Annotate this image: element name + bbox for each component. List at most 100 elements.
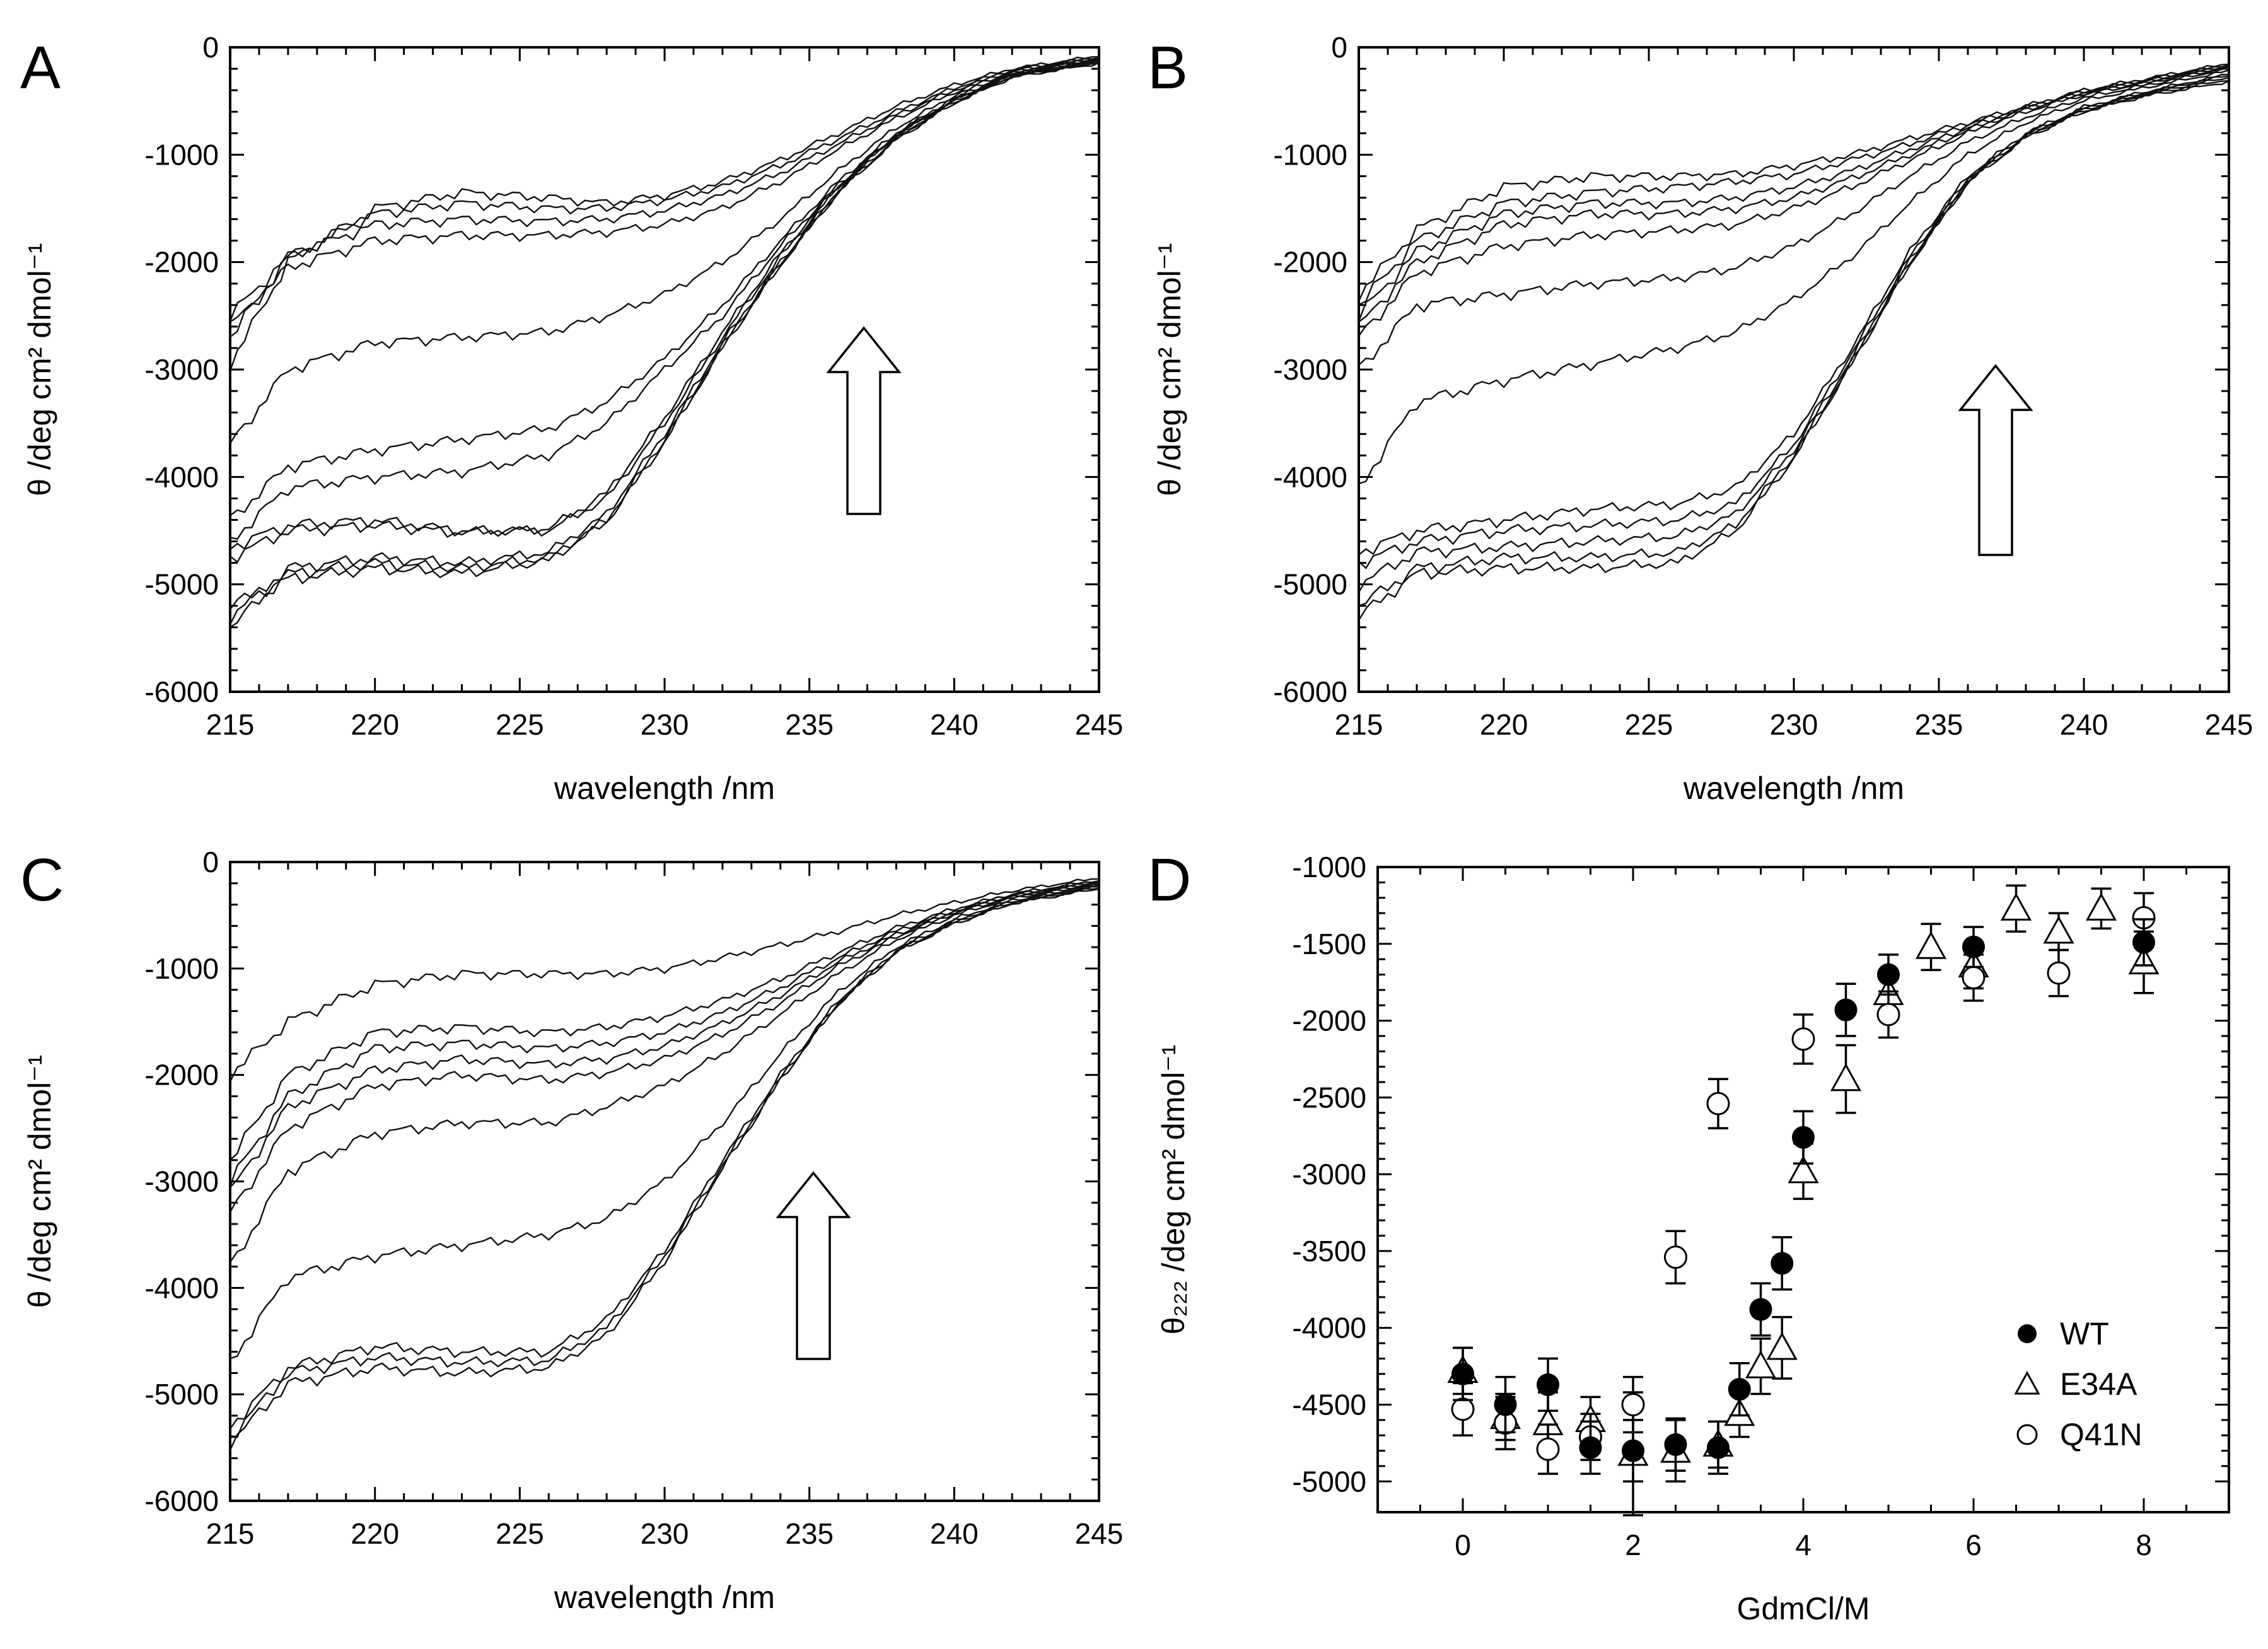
q41n-point [1876,1003,1900,1027]
wt-point [1962,935,1985,959]
q41n-point [2047,961,2071,985]
e34a-point [2043,916,2074,944]
spectrum-line [1358,69,2230,485]
x-tick-label: 2 [1625,1529,1641,1561]
y-tick-label: -6000 [144,675,219,708]
legend-label: Q41N [2060,1417,2143,1452]
x-tick-label: 215 [206,1517,255,1550]
x-tick-label: 225 [496,1517,544,1550]
x-tick-label: 240 [2060,708,2108,741]
panel-letter: A [20,34,61,102]
y-tick-label: -2500 [1292,1081,1366,1114]
spectrum-line [230,58,1100,323]
x-axis-label: wavelength /nm [554,771,775,806]
spectrum-line [230,880,1100,1161]
legend-marker-wt [2018,1324,2037,1343]
y-tick-label: -4500 [1292,1389,1366,1421]
y-tick-label: -4000 [144,1271,219,1304]
q41n-point [1451,1397,1475,1421]
y-tick-label: -6000 [1273,675,1347,708]
panel-d: D 0 2 4 6 8 -1000 -1500 -2000 -2500 -3000 -3500 -400… [1148,846,2230,1626]
x-axis-label: wavelength /nm [1683,771,1904,806]
spectrum-line [229,61,1100,625]
wt-point [1749,1298,1772,1321]
spectrum-line [229,57,1100,322]
y-tick-label: -5000 [1292,1465,1366,1498]
q41n-point [1791,1027,1815,1051]
y-tick-label: -4000 [144,460,219,493]
y-tick-label: -1000 [144,138,219,171]
spectrum-line [1358,73,2230,556]
x-tick-label: 4 [1795,1529,1811,1561]
panel-letter: D [1148,846,1191,914]
y-tick-label: -3000 [1273,353,1347,386]
x-tick-label: 8 [2136,1529,2152,1561]
q41n-point [1706,1092,1730,1116]
y-axis-label: θ /deg cm² dmol⁻¹ [22,1055,57,1308]
y-tick-label: 0 [202,31,219,64]
x-tick-label: 240 [930,708,979,741]
wt-point [1579,1436,1602,1459]
y-tick-label: 0 [1331,31,1347,64]
x-tick-label: 230 [641,708,689,741]
e34a-point [1788,1155,1819,1184]
y-tick-label: -3000 [144,353,219,386]
spectrum-line [1358,80,2230,621]
panel-a: A 215 220 225 230 235 240 245 0 -1000 -2000 -3000 -4… [20,31,1123,806]
spectrum-line [1358,77,2230,593]
y-axis-label: θ /deg cm² dmol⁻¹ [1152,243,1187,496]
y-tick-label: -1000 [144,952,219,985]
x-tick-label: 235 [785,1517,834,1550]
legend-marker-e34a [2014,1370,2040,1395]
y-tick-label: -3000 [1292,1158,1366,1191]
spectrum-line [230,62,1100,610]
x-tick-label: 235 [785,708,834,741]
y-tick-label: -3000 [144,1165,219,1198]
panel-c: C 215 220 225 230 235 240 245 0 -1000 -2000 -3000 -4… [20,846,1123,1615]
x-tick-label: 220 [351,1517,399,1550]
y-tick-label: -6000 [144,1484,219,1517]
wt-point [1664,1433,1687,1456]
e34a-point [1830,1063,1862,1092]
y-tick-label: -5000 [1273,568,1347,601]
spectrum-line [1358,63,2230,302]
x-tick-label: 0 [1455,1529,1471,1561]
up-arrow-annotation [1958,364,2033,556]
spectrum-line [230,885,1100,1430]
legend-label: E34A [2060,1366,2137,1402]
y-tick-label: -5000 [144,1378,219,1411]
x-tick-label: 225 [1625,708,1673,741]
wt-point [1622,1439,1644,1462]
wt-point [2132,931,2155,954]
x-tick-label: 215 [206,708,255,741]
y-tick-label: -1000 [1292,851,1366,883]
legend-label: WT [2060,1316,2109,1351]
q41n-point [1664,1245,1687,1269]
wt-point [1771,1252,1794,1275]
y-tick-label: -1500 [1292,928,1366,960]
x-tick-label: 215 [1335,708,1383,741]
spectrum-line [1358,64,2230,322]
x-tick-label: 6 [1965,1529,1982,1561]
q41n-point [1962,965,1986,989]
x-tick-label: 245 [2205,708,2253,741]
legend-marker-q41n [2016,1424,2038,1445]
y-tick-label: -4000 [1292,1312,1366,1344]
panel-letter: B [1148,34,1188,102]
up-arrow-annotation [826,326,902,515]
x-tick-label: 245 [1075,708,1124,741]
e34a-point [2000,892,2032,921]
x-tick-label: 235 [1915,708,1963,741]
spectrum-line [229,888,1100,1451]
spectrum-line [229,878,1100,1083]
y-tick-label: -2000 [1292,1005,1366,1037]
x-tick-label: 240 [930,1517,979,1550]
wt-point [1834,998,1858,1022]
y-tick-label: -1000 [1273,138,1347,171]
q41n-point [1536,1437,1560,1461]
x-tick-label: 220 [1480,708,1528,741]
wt-point [1792,1126,1815,1149]
spectrum-line [230,60,1100,551]
y-tick-label: -4000 [1273,460,1347,493]
